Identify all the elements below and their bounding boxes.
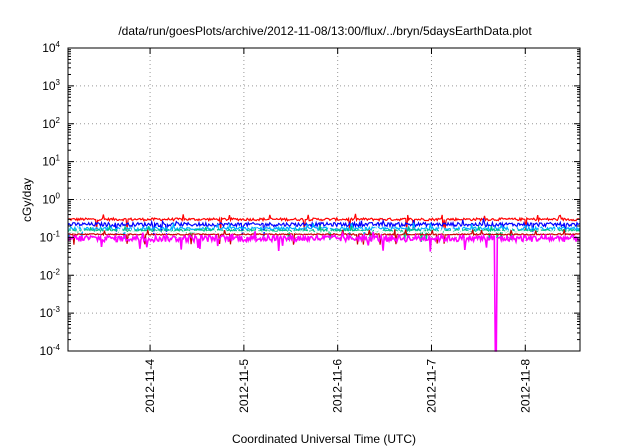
y-tick-label: 101 [42, 154, 60, 169]
series-line-0 [67, 213, 581, 231]
x-tick-label: 2012-11-4 [143, 359, 157, 413]
x-tick-label: 2012-11-7 [424, 359, 438, 413]
y-tick-label: 102 [42, 116, 60, 131]
series-line-4 [67, 225, 581, 244]
y-tick-label: 10-1 [40, 229, 61, 244]
y-tick-label: 10-4 [40, 343, 61, 358]
y-tick-label: 100 [42, 192, 60, 207]
series-line-2 [67, 222, 581, 241]
series-layer [67, 213, 581, 352]
x-axis-label: Coordinated Universal Time (UTC) [232, 432, 416, 446]
x-axis: 2012-11-4 2012-11-5 2012-11-6 2012-11-7 2012… [143, 48, 532, 413]
y-tick-label: 103 [42, 78, 60, 93]
x-tick-label: 2012-11-5 [237, 359, 251, 413]
y-axis: 10-4 10-3 10-2 10-1 100 101 102 103 104 [40, 40, 580, 358]
series-line-5 [67, 229, 581, 245]
y-tick-label: 10-3 [40, 305, 61, 320]
x-tick-label: 2012-11-8 [518, 359, 532, 413]
series-line-3 [68, 224, 581, 242]
grid [68, 48, 580, 351]
chart-title: /data/run/goesPlots/archive/2012-11-08/1… [118, 24, 532, 38]
series-line-6 [67, 230, 581, 352]
y-tick-label: 104 [42, 40, 60, 55]
y-axis-label: cGy/day [20, 178, 34, 222]
x-tick-label: 2012-11-6 [331, 359, 345, 413]
y-tick-label: 10-2 [40, 267, 61, 282]
